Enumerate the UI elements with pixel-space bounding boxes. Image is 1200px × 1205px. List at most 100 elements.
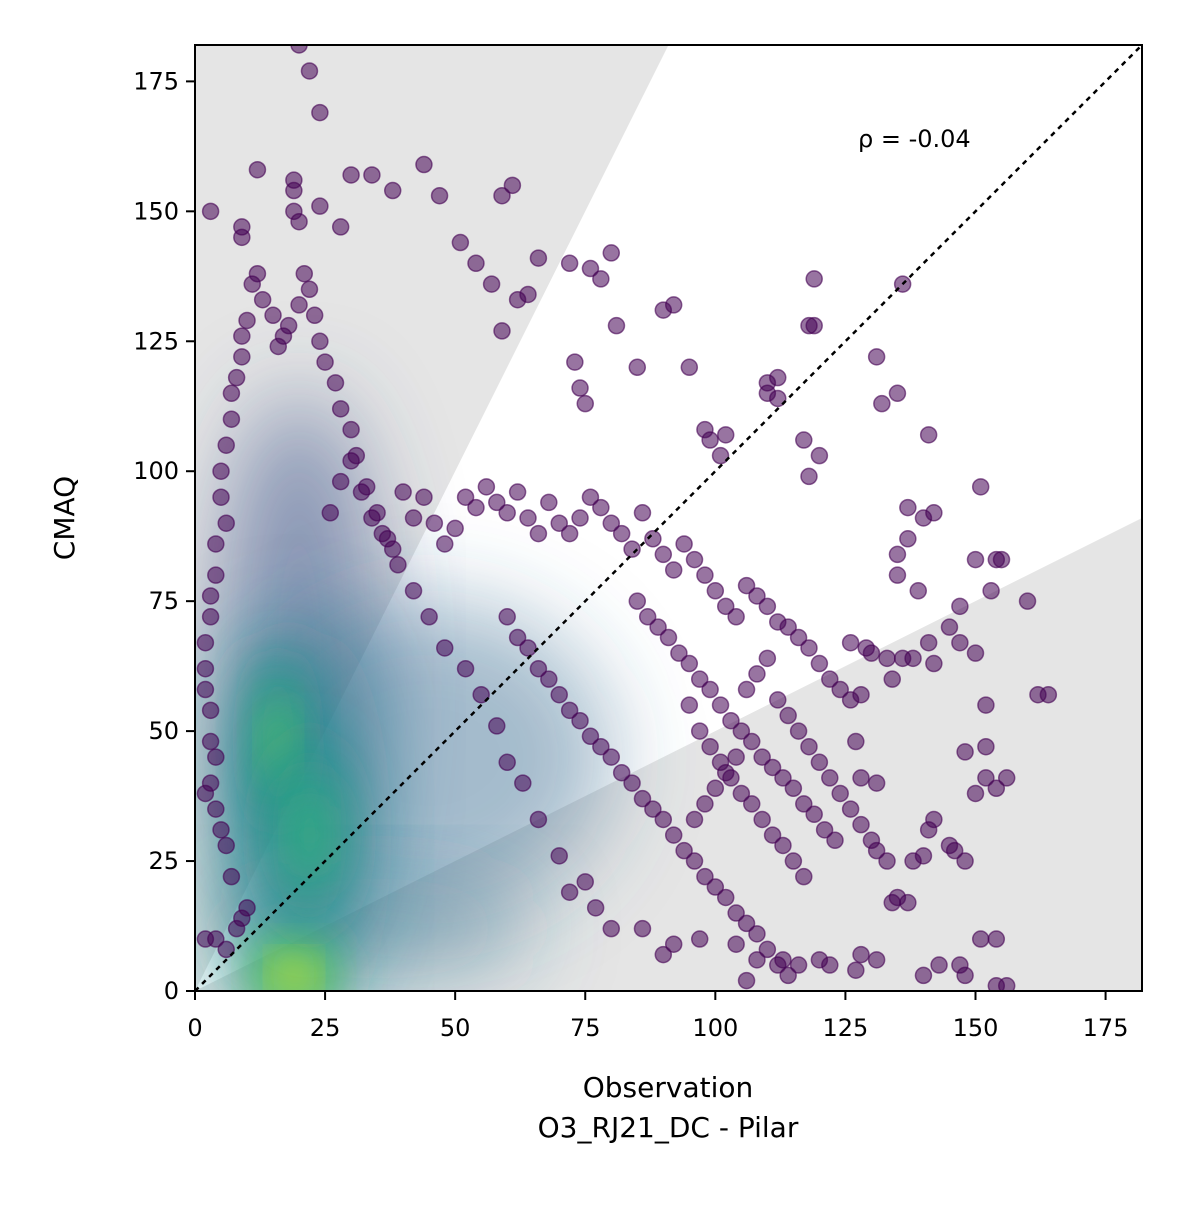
scatter-point [706, 878, 725, 896]
scatter-point [841, 633, 860, 652]
scatter-point [633, 789, 652, 808]
scatter-point [576, 394, 594, 413]
scatter-point [628, 592, 647, 610]
scatter-point [727, 748, 745, 766]
y-tick-label: 0 [164, 977, 179, 1005]
scatter-point [467, 254, 485, 273]
scatter-point [201, 732, 220, 751]
scatter-point [581, 488, 600, 506]
scatter-point [753, 810, 771, 829]
scatter-point [493, 186, 511, 205]
y-axis-label: CMAQ [48, 476, 81, 560]
scatter-point [446, 519, 464, 538]
scatter-point [956, 966, 974, 985]
scatter-point [977, 769, 995, 787]
scatter-point [269, 337, 288, 356]
scatter-point [560, 524, 579, 543]
scatter-point [852, 945, 870, 964]
scatter-point [201, 202, 220, 221]
scatter-point [826, 831, 844, 850]
scatter-point [956, 852, 974, 870]
scatter-point [810, 654, 829, 673]
scatter-point [472, 685, 490, 704]
scatter-point [737, 914, 756, 933]
scatter-point [711, 446, 730, 465]
scatter-point [363, 509, 381, 527]
scatter-point [451, 233, 470, 252]
scatter-point [925, 654, 943, 673]
scatter-point [951, 597, 969, 616]
scatter-point [290, 45, 308, 54]
scatter-point [899, 530, 917, 548]
scatter-point [352, 483, 371, 501]
scatter-point [456, 488, 475, 506]
scatter-point [800, 316, 818, 335]
scatter-point [841, 691, 860, 709]
scatter-point [769, 389, 787, 408]
scatter-point [685, 550, 704, 569]
scatter-point [795, 795, 813, 813]
scatter-point [633, 504, 652, 522]
scatter-point [774, 836, 792, 855]
scatter-point [743, 795, 761, 813]
scatter-point [706, 582, 725, 600]
scatter-point [394, 483, 412, 501]
x-tick-label: 100 [692, 1014, 738, 1042]
scatter-point [810, 446, 829, 465]
scatter-point [649, 618, 667, 636]
scatter-point [821, 769, 839, 787]
scatter-point [654, 945, 673, 964]
scatter-point [482, 275, 501, 293]
scatter-point [238, 899, 256, 917]
scatter-point [404, 509, 423, 527]
scatter-point [227, 368, 246, 387]
scatter-point [592, 498, 610, 517]
scatter-point [415, 488, 433, 506]
scatter-point [383, 181, 402, 200]
scatter-point [737, 680, 756, 699]
scatter-point [878, 649, 896, 668]
scatter-point [540, 670, 558, 688]
scatter-point [919, 633, 938, 652]
scatter-point [888, 566, 907, 584]
y-tick-label: 75 [148, 587, 179, 615]
scatter-point [212, 462, 230, 480]
x-tick-label: 175 [1083, 1014, 1129, 1042]
scatter-point [956, 743, 974, 761]
scatter-point [706, 779, 725, 798]
scatter-point [290, 212, 308, 231]
scatter-point [696, 867, 714, 886]
scatter-point [800, 737, 818, 756]
scatter-point [415, 155, 433, 174]
scatter-point [867, 348, 886, 366]
scatter-point [529, 659, 548, 678]
density-cluster [278, 959, 310, 991]
scatter-point [716, 763, 735, 782]
scatter-point [196, 633, 215, 652]
scatter-point [383, 540, 402, 558]
scatter-point [602, 244, 621, 262]
scatter-point [212, 821, 230, 839]
scatter-point [873, 394, 891, 413]
scatter-point [222, 410, 241, 428]
scatter-point [389, 556, 407, 574]
scatter-point [758, 374, 777, 392]
scatter-point [701, 737, 719, 756]
scatter-point [711, 696, 730, 714]
scatter-point [623, 774, 641, 792]
plot-frame [194, 44, 1143, 992]
scatter-point [977, 696, 995, 714]
scatter-point [919, 426, 938, 444]
scatter-point [852, 815, 870, 834]
scatter-point [498, 753, 516, 772]
scatter-point [685, 810, 704, 829]
scatter-point [737, 576, 756, 595]
scatter-point [217, 436, 235, 454]
scatter-point [951, 633, 969, 652]
scatter-point [664, 935, 683, 953]
scatter-point [769, 691, 787, 709]
scatter-point [670, 644, 688, 662]
scatter-point [737, 971, 756, 990]
scatter-point [748, 951, 766, 969]
scatter-point [1018, 592, 1037, 610]
